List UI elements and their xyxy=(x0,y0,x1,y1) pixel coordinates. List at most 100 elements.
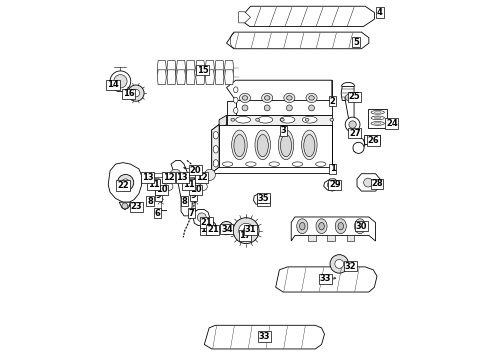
Polygon shape xyxy=(157,70,166,85)
Ellipse shape xyxy=(302,116,317,123)
Polygon shape xyxy=(196,70,205,85)
Text: 16: 16 xyxy=(122,89,134,98)
Text: 20: 20 xyxy=(189,166,201,175)
Polygon shape xyxy=(204,325,324,349)
Ellipse shape xyxy=(338,222,343,230)
Text: 14: 14 xyxy=(107,81,119,90)
Bar xyxy=(368,109,387,128)
Circle shape xyxy=(197,213,206,222)
Text: 31: 31 xyxy=(245,225,256,234)
Text: 32: 32 xyxy=(344,262,356,271)
Polygon shape xyxy=(341,86,354,100)
Circle shape xyxy=(327,181,335,189)
Bar xyxy=(153,184,158,188)
Polygon shape xyxy=(236,80,332,115)
Text: 10: 10 xyxy=(156,185,168,194)
Circle shape xyxy=(223,225,229,231)
Polygon shape xyxy=(346,235,354,241)
Polygon shape xyxy=(119,202,130,210)
Ellipse shape xyxy=(222,162,233,166)
Ellipse shape xyxy=(197,180,203,184)
Text: 8: 8 xyxy=(147,197,153,206)
Ellipse shape xyxy=(258,116,273,123)
Bar xyxy=(188,184,192,188)
Ellipse shape xyxy=(280,135,292,157)
Polygon shape xyxy=(291,217,375,241)
Text: 13: 13 xyxy=(142,173,153,182)
Ellipse shape xyxy=(293,162,303,166)
Circle shape xyxy=(132,89,140,97)
Ellipse shape xyxy=(287,96,292,100)
Ellipse shape xyxy=(306,93,317,103)
Polygon shape xyxy=(176,70,186,85)
Ellipse shape xyxy=(354,219,366,234)
Circle shape xyxy=(110,71,131,92)
Circle shape xyxy=(345,95,351,100)
Polygon shape xyxy=(226,115,332,125)
Polygon shape xyxy=(276,267,377,292)
Circle shape xyxy=(204,169,216,180)
Ellipse shape xyxy=(256,118,259,121)
Ellipse shape xyxy=(234,135,245,157)
Text: 12: 12 xyxy=(196,173,208,182)
Ellipse shape xyxy=(232,130,247,160)
Polygon shape xyxy=(225,70,234,85)
Ellipse shape xyxy=(304,135,315,157)
Polygon shape xyxy=(226,100,236,115)
Ellipse shape xyxy=(257,135,269,157)
Polygon shape xyxy=(226,32,369,49)
Circle shape xyxy=(205,224,213,232)
Circle shape xyxy=(170,169,181,180)
Circle shape xyxy=(330,255,348,273)
Polygon shape xyxy=(205,70,214,85)
Circle shape xyxy=(153,178,161,185)
Circle shape xyxy=(188,178,195,185)
Text: 25: 25 xyxy=(348,92,360,101)
Text: 21: 21 xyxy=(200,218,212,227)
Circle shape xyxy=(364,178,372,187)
Ellipse shape xyxy=(213,131,219,139)
Ellipse shape xyxy=(371,111,384,114)
Text: 35: 35 xyxy=(258,194,270,203)
Ellipse shape xyxy=(280,118,284,121)
Polygon shape xyxy=(225,60,234,75)
Text: 22: 22 xyxy=(117,181,129,190)
Circle shape xyxy=(122,203,128,209)
Text: 7: 7 xyxy=(189,209,194,218)
Ellipse shape xyxy=(240,93,250,103)
Circle shape xyxy=(122,179,129,186)
Circle shape xyxy=(200,183,207,190)
Text: 24: 24 xyxy=(386,119,398,128)
Ellipse shape xyxy=(236,116,250,123)
Ellipse shape xyxy=(316,162,326,166)
Ellipse shape xyxy=(213,160,219,167)
Polygon shape xyxy=(219,115,226,129)
Circle shape xyxy=(114,75,127,88)
Text: 26: 26 xyxy=(368,136,379,145)
Circle shape xyxy=(242,105,248,111)
Polygon shape xyxy=(215,60,224,75)
Ellipse shape xyxy=(371,116,384,120)
Text: 27: 27 xyxy=(349,129,361,138)
Text: 5: 5 xyxy=(353,37,359,46)
Circle shape xyxy=(220,221,233,235)
Text: 30: 30 xyxy=(356,222,367,231)
Polygon shape xyxy=(212,125,219,172)
Polygon shape xyxy=(212,125,219,172)
Ellipse shape xyxy=(231,118,235,121)
Circle shape xyxy=(166,183,173,190)
Ellipse shape xyxy=(319,222,324,230)
Ellipse shape xyxy=(255,130,270,160)
Ellipse shape xyxy=(309,96,314,100)
Text: 15: 15 xyxy=(196,66,208,75)
Circle shape xyxy=(264,105,270,111)
Polygon shape xyxy=(219,125,332,167)
Text: 4: 4 xyxy=(377,8,383,17)
Text: 1: 1 xyxy=(330,165,336,174)
Ellipse shape xyxy=(213,145,219,153)
Polygon shape xyxy=(205,60,214,75)
Polygon shape xyxy=(171,161,192,216)
Ellipse shape xyxy=(242,96,248,100)
Circle shape xyxy=(128,85,144,101)
Ellipse shape xyxy=(234,87,238,93)
